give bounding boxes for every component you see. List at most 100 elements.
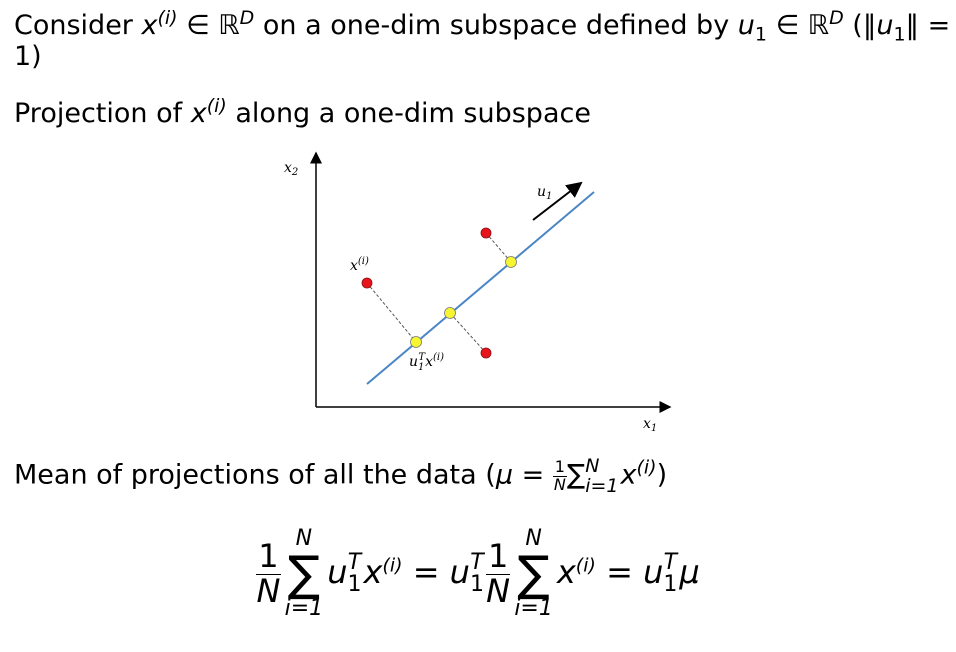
shape xyxy=(449,312,487,354)
text-run: ∈ ℝ xyxy=(766,10,830,41)
text-run: Mean of projections of all the data ( xyxy=(14,459,496,491)
text-run: Consider xyxy=(14,10,142,41)
text-run: x xyxy=(141,10,158,41)
text-run: (i) xyxy=(636,456,657,479)
text-run: T xyxy=(418,352,426,363)
text-run: (i) xyxy=(157,7,178,29)
text-run: x xyxy=(350,258,358,274)
text-run: u xyxy=(327,553,348,591)
shape xyxy=(361,277,373,289)
text-run: N xyxy=(585,455,600,477)
text-run: along a one-dim subspace xyxy=(226,98,591,129)
intro-line: Consider x(i) ∈ ℝD on a one-dim subspace… xyxy=(14,7,951,73)
text-run: u xyxy=(737,10,755,41)
text-run: Projection of xyxy=(14,98,191,129)
text-run: (i) xyxy=(358,256,369,267)
text-run: x xyxy=(190,98,207,129)
text-run: 1 xyxy=(546,191,552,202)
text-run: u xyxy=(537,184,546,200)
text-run: 1 xyxy=(663,572,678,597)
data-points xyxy=(361,227,492,359)
text-run: u xyxy=(643,553,664,591)
text-run: u xyxy=(876,10,894,41)
text-run: N xyxy=(525,526,542,551)
text-run: T xyxy=(470,550,484,575)
text-run: i=1 xyxy=(585,475,619,497)
direction-arrow xyxy=(532,181,583,221)
text-run: T xyxy=(663,550,678,575)
shape xyxy=(480,227,492,239)
shape xyxy=(505,256,517,268)
text-run: (i) xyxy=(433,352,444,363)
text-run: i=1 xyxy=(514,596,553,621)
text-run: 1 xyxy=(469,572,484,597)
text-run: ∑ xyxy=(566,459,586,491)
text-run: u xyxy=(449,553,470,591)
text-run: N xyxy=(295,526,313,551)
text-run: 1) xyxy=(14,41,42,72)
text-run: i=1 xyxy=(284,596,324,621)
text-run: (i) xyxy=(382,554,403,577)
text-run: = xyxy=(595,553,644,591)
text-run: N xyxy=(553,474,566,494)
text-run: (‖ xyxy=(843,10,877,41)
text-run: x xyxy=(643,416,651,432)
text-run: D xyxy=(239,7,255,29)
text-run: ∑ xyxy=(287,546,321,602)
text-run: 1 xyxy=(552,456,567,477)
text-run: T xyxy=(347,550,362,575)
point-label: x(i) xyxy=(350,256,369,274)
shape: N ∑ i=1 xyxy=(514,528,553,620)
text-run: 1 xyxy=(651,423,657,434)
text-run: ‖ = xyxy=(905,10,951,41)
text-run: u xyxy=(409,354,418,370)
shape xyxy=(480,347,492,359)
x-axis-label: x1 xyxy=(643,416,657,434)
text-run: x xyxy=(284,160,292,176)
text-run: x xyxy=(363,553,383,591)
shape xyxy=(485,232,512,263)
text-run: μ xyxy=(495,459,513,491)
text-run: ) xyxy=(656,459,668,491)
projection-label: u1Tx(i) xyxy=(409,352,444,373)
text-run: 1 xyxy=(754,23,767,46)
shape: N ∑ i=1 xyxy=(285,528,324,620)
text-run: ∈ ℝ xyxy=(177,10,240,41)
text-run: = xyxy=(513,459,553,491)
text-run: on a one-dim subspace defined by xyxy=(254,10,738,41)
text-run: x xyxy=(620,459,637,491)
text-run: 2 xyxy=(291,167,298,178)
text-run: ∑ xyxy=(517,546,550,602)
mean-line: Mean of projections of all the data (μ =… xyxy=(14,456,667,496)
text-run: x xyxy=(556,553,576,591)
text-run: N xyxy=(256,571,281,610)
text-run: x xyxy=(425,354,433,370)
text-run: 1 xyxy=(893,23,906,46)
text-run: 1 xyxy=(485,536,511,575)
direction-label: u1 xyxy=(537,184,552,202)
projection-line: Projection of x(i) along a one-dim subsp… xyxy=(14,97,591,130)
shape xyxy=(444,307,456,319)
text-run: = xyxy=(402,553,450,591)
text-run: 1 xyxy=(256,536,281,575)
text-run: N xyxy=(486,571,511,610)
shape xyxy=(366,282,417,343)
text-run: D xyxy=(829,7,844,29)
y-axis-label: x2 xyxy=(284,160,298,178)
subspace-line xyxy=(366,191,595,385)
projected-points xyxy=(410,256,517,348)
projection-lines xyxy=(366,232,512,354)
text-run: μ xyxy=(679,553,700,591)
text-run: (i) xyxy=(575,554,596,577)
text-run: 1 xyxy=(418,362,424,373)
